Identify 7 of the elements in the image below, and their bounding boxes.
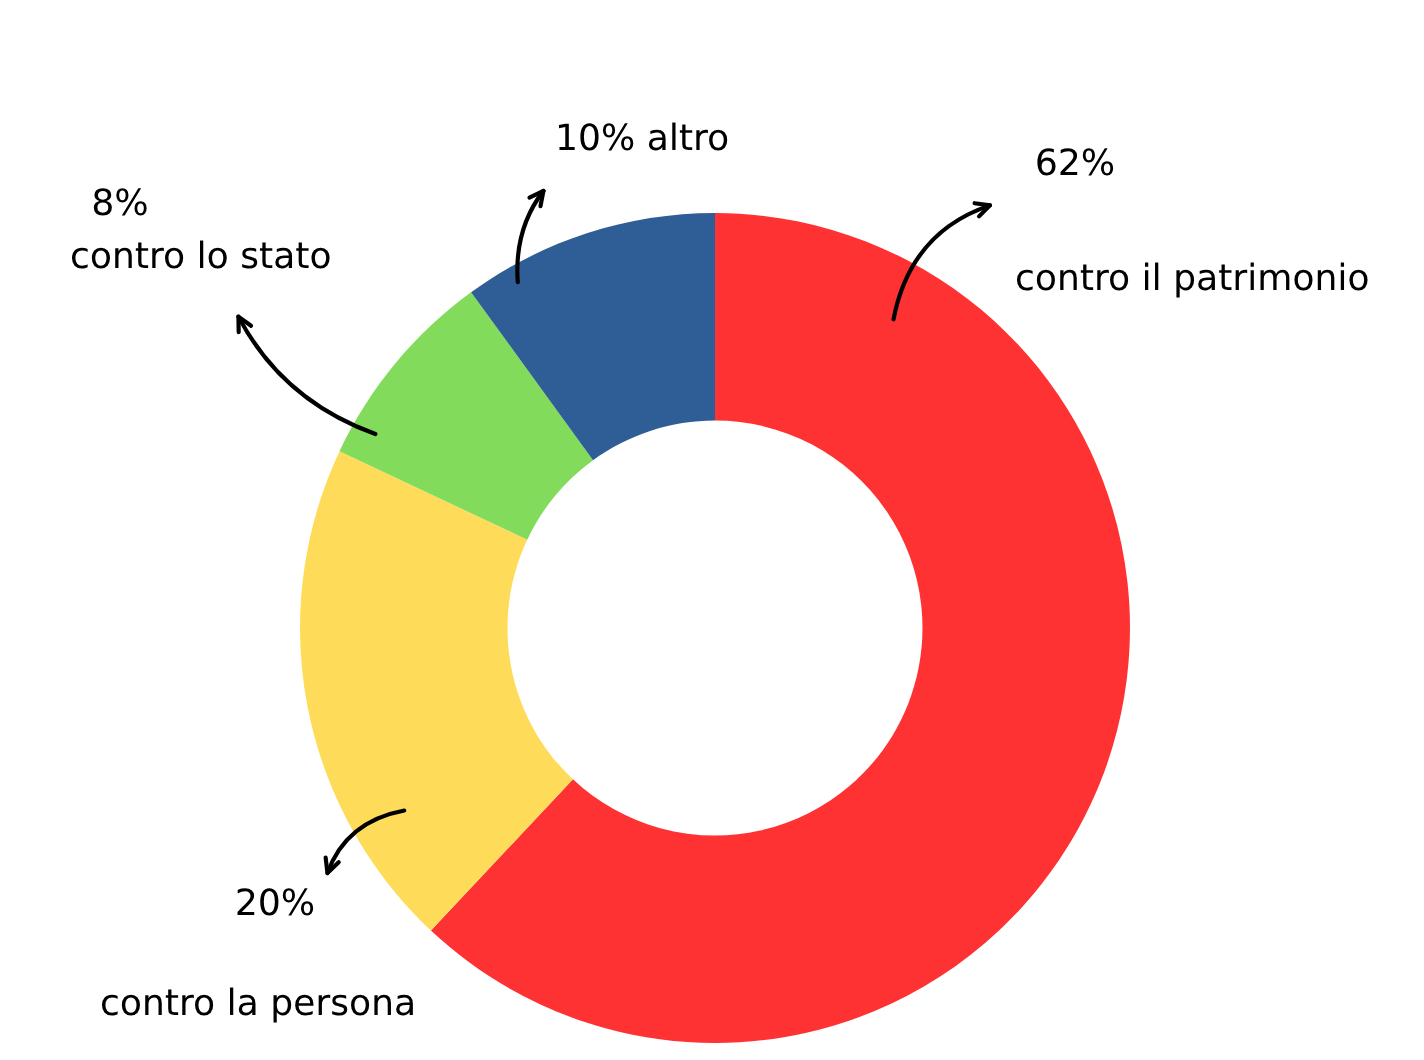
slice-label: contro lo stato	[71, 240, 330, 269]
data-label: 20%	[237, 888, 314, 916]
data-label: 8%	[93, 188, 147, 216]
slice-label: contro il patrimonio	[1016, 262, 1368, 298]
slice-label: 10% altro	[558, 122, 728, 151]
slice-label: contro la persona	[101, 987, 413, 1023]
data-label: 62%	[1037, 148, 1114, 176]
